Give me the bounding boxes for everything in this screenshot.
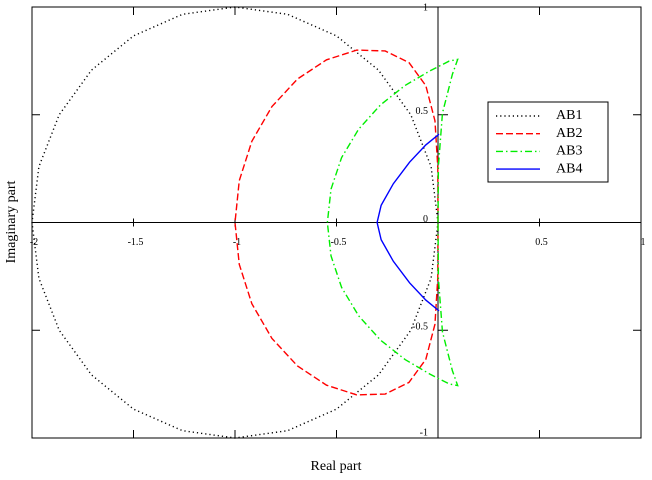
x-tick-label: -1.5 [128,237,144,248]
x-tick-label: 0.5 [535,237,548,248]
legend-box [487,101,609,183]
x-tick-label: 1 [641,237,646,248]
legend-label: AB2 [556,126,582,141]
legend-label: AB4 [556,161,582,176]
x-tick-label: -2 [30,237,38,248]
legend-label: AB1 [556,108,582,123]
series-line [376,133,440,312]
y-tick-label: -0.5 [412,322,428,333]
x-tick-label: -1 [233,237,241,248]
y-tick-label: -1 [420,427,428,438]
legend-label: AB3 [556,144,582,159]
y-tick-label: 0.5 [416,106,429,117]
x-axis-label: Real part [311,459,362,474]
series-line [326,58,459,387]
y-tick-label: 0 [423,214,428,225]
series-line [234,49,439,396]
series-line [31,6,439,439]
y-axis-label: Imaginary part [4,180,19,263]
y-tick-label: 1 [423,2,428,13]
x-tick-label: -0.5 [331,237,347,248]
